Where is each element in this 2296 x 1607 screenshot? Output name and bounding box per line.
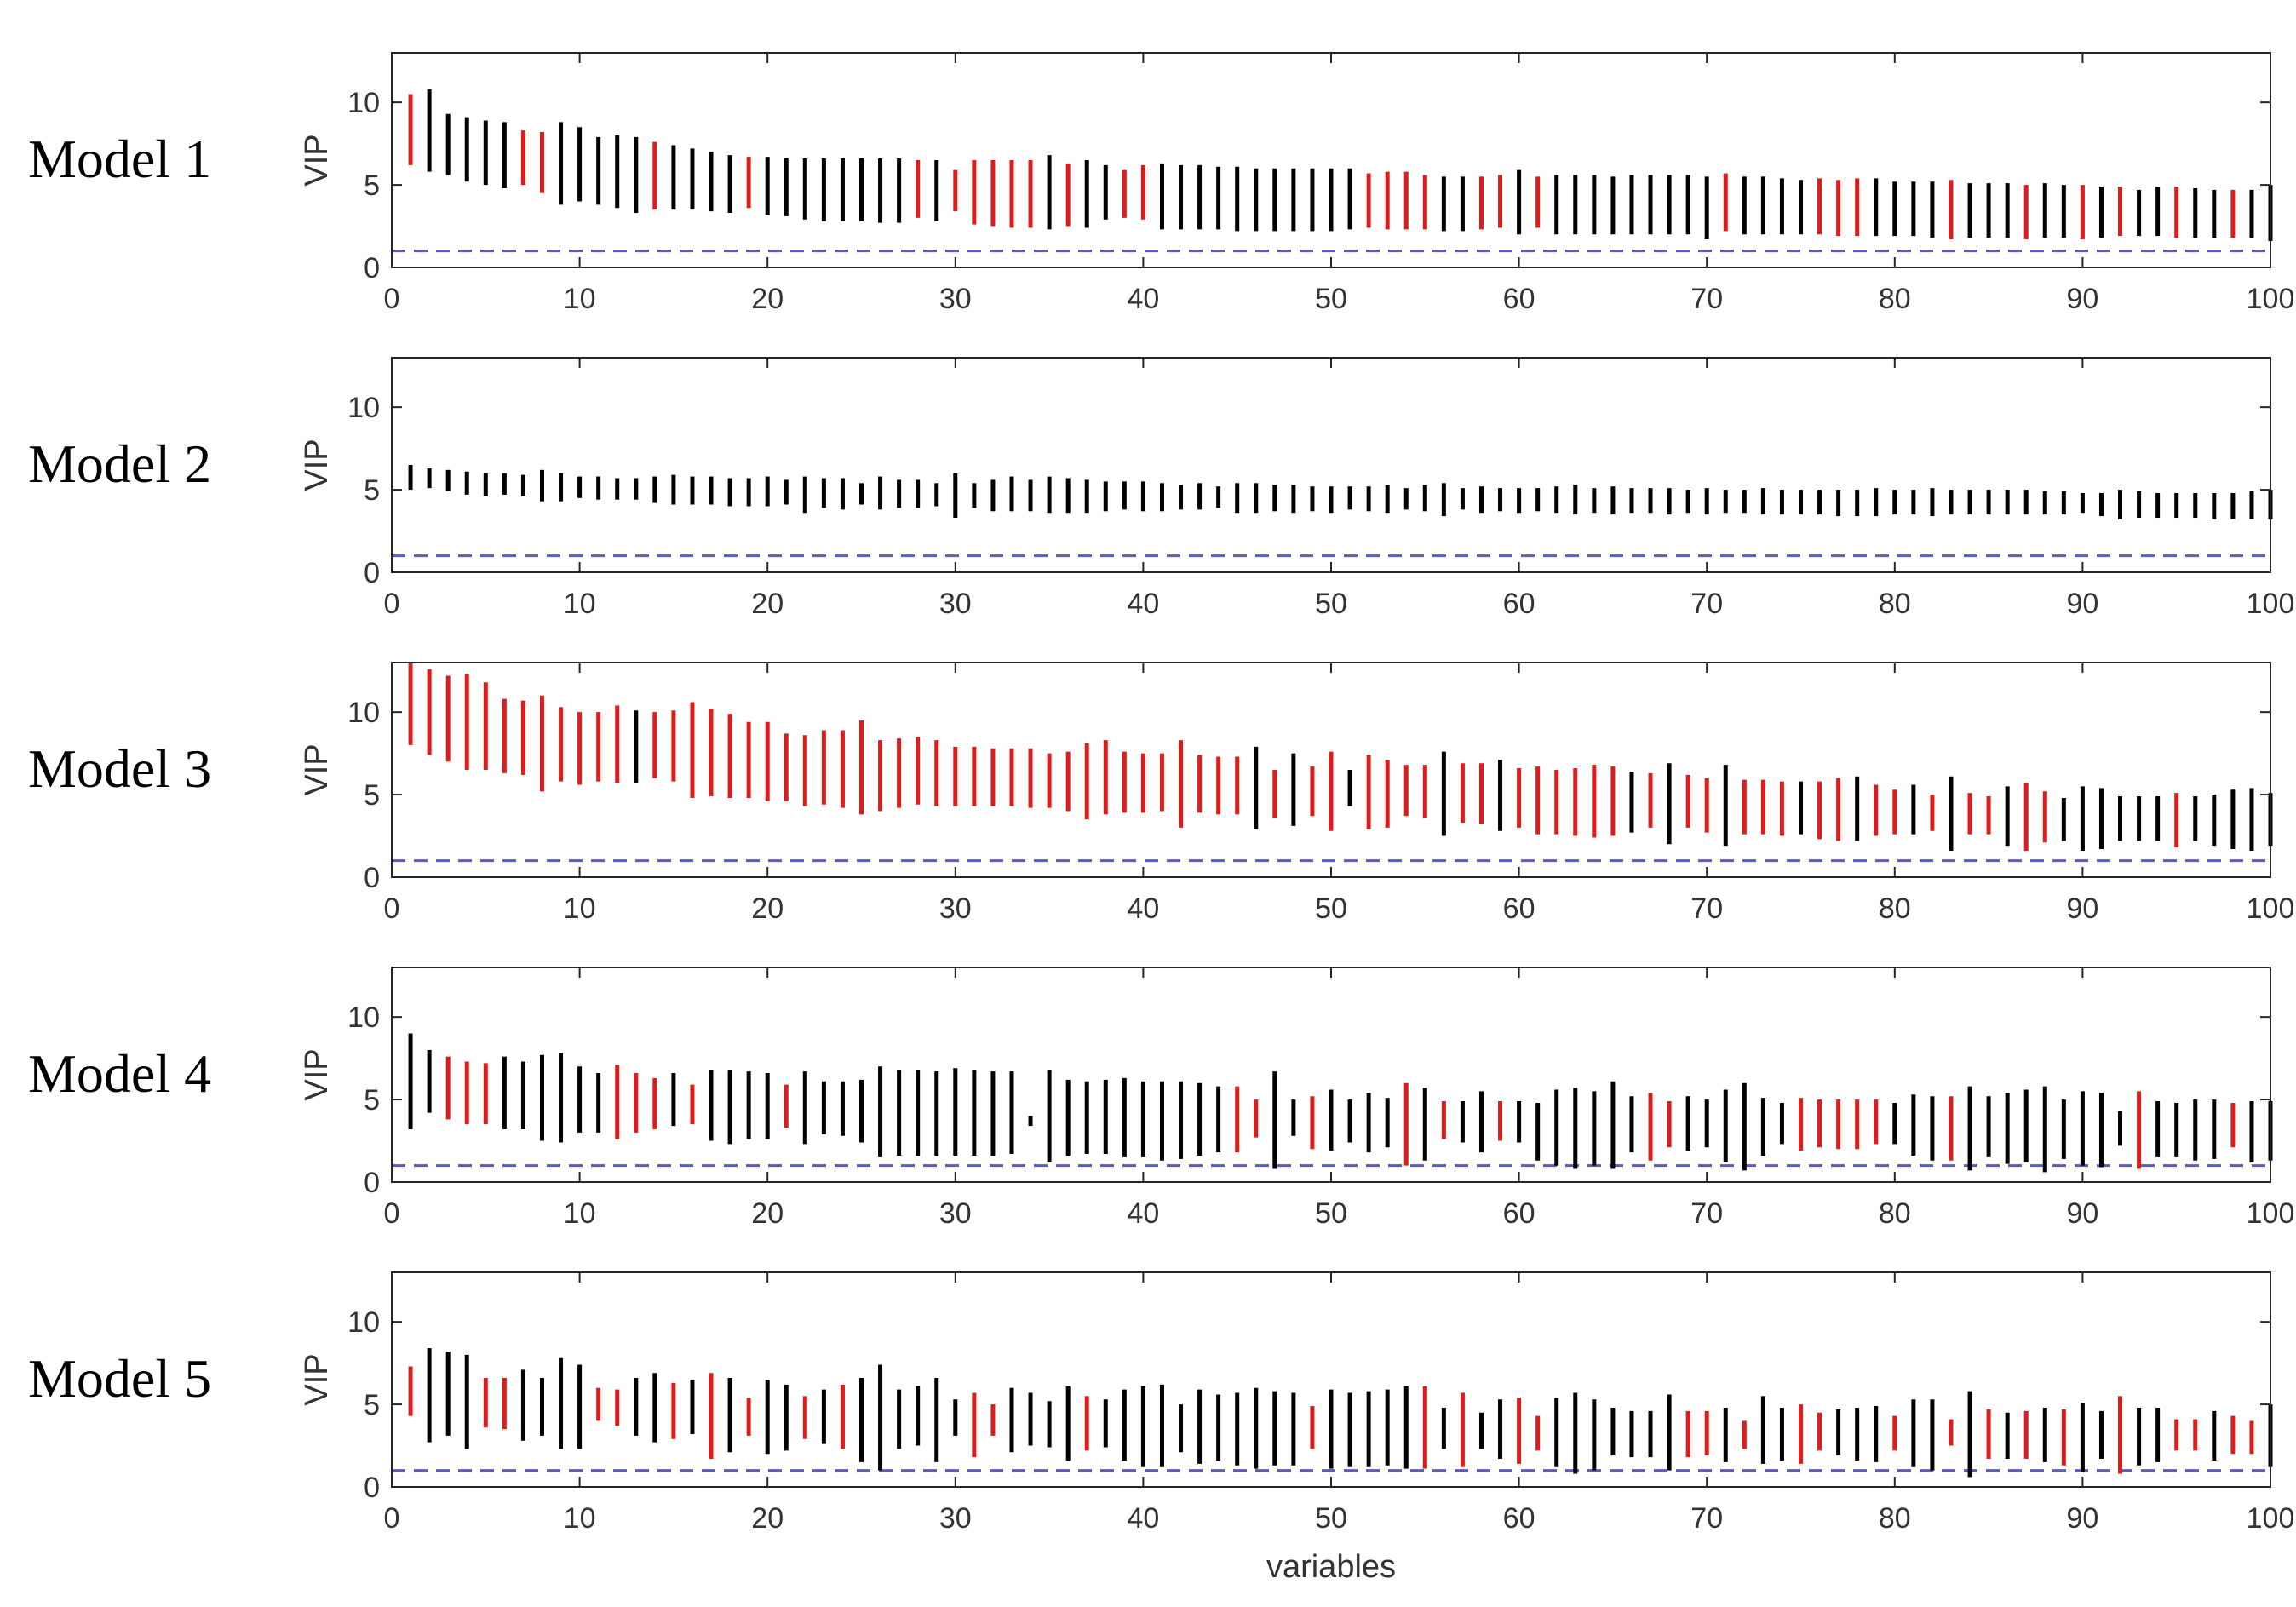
y-axis-label: VIP	[299, 439, 335, 491]
y-tick-label: 5	[364, 169, 380, 202]
x-tick-label: 90	[2066, 1502, 2098, 1535]
x-tick-label: 20	[751, 588, 784, 620]
x-tick-label: 40	[1127, 588, 1159, 620]
x-tick-label: 40	[1127, 892, 1159, 925]
x-tick-label: 50	[1315, 1502, 1347, 1535]
x-tick-label: 0	[384, 1197, 400, 1230]
x-tick-label: 80	[1879, 1197, 1911, 1230]
y-tick-label: 0	[364, 1167, 380, 1199]
x-tick-label: 90	[2066, 892, 2098, 925]
x-tick-label: 40	[1127, 283, 1159, 315]
panel-1: Model 1 VIP 0 10 20 30 40 50 60 70 80 90 100 0 5 10	[28, 52, 2295, 315]
x-tick-label: 20	[751, 892, 784, 925]
x-tick-label: 0	[384, 588, 400, 620]
x-tick-label: 20	[751, 1197, 784, 1230]
x-tick-label: 60	[1503, 283, 1535, 315]
x-tick-label: 40	[1127, 1502, 1159, 1535]
y-axis-label: VIP	[299, 1048, 335, 1100]
x-tick-label: 60	[1503, 892, 1535, 925]
axes-box	[391, 357, 2271, 573]
x-tick-label: 70	[1690, 283, 1723, 315]
x-tick-label: 10	[564, 892, 596, 925]
x-tick-label: 50	[1315, 588, 1347, 620]
x-tick-label: 30	[939, 1502, 972, 1535]
x-tick-label: 0	[384, 892, 400, 925]
x-tick-label: 90	[2066, 1197, 2098, 1230]
x-tick-label: 70	[1690, 892, 1723, 925]
model-label: Model 4	[28, 1043, 211, 1104]
x-tick-label: 80	[1879, 588, 1911, 620]
y-tick-label: 5	[364, 779, 380, 812]
x-tick-label: 100	[2247, 1197, 2295, 1230]
y-axis-label: VIP	[299, 743, 335, 795]
model-label: Model 5	[28, 1348, 211, 1409]
x-tick-label: 80	[1879, 283, 1911, 315]
y-tick-label: 10	[347, 697, 380, 729]
x-tick-label: 0	[384, 1502, 400, 1535]
x-tick-label: 10	[564, 1502, 596, 1535]
x-tick-label: 80	[1879, 1502, 1911, 1535]
y-tick-label: 0	[364, 252, 380, 284]
x-tick-label: 100	[2247, 1502, 2295, 1535]
y-tick-label: 0	[364, 1472, 380, 1504]
x-axis-label: variables	[1266, 1549, 1396, 1585]
model-label: Model 3	[28, 738, 211, 799]
x-tick-label: 10	[564, 283, 596, 315]
x-tick-label: 20	[751, 1502, 784, 1535]
x-tick-label: 10	[564, 1197, 596, 1230]
x-tick-label: 100	[2247, 892, 2295, 925]
y-tick-label: 0	[364, 557, 380, 589]
panel-3: Model 3 VIP 0 10 20 30 40 50 60 70 80 90 100 0 5 10	[28, 662, 2295, 925]
x-tick-label: 100	[2247, 588, 2295, 620]
y-tick-label: 5	[364, 474, 380, 507]
x-tick-label: 30	[939, 588, 972, 620]
x-tick-label: 80	[1879, 892, 1911, 925]
x-tick-label: 50	[1315, 892, 1347, 925]
x-tick-label: 60	[1503, 1197, 1535, 1230]
x-tick-label: 40	[1127, 1197, 1159, 1230]
x-tick-label: 50	[1315, 1197, 1347, 1230]
panel-2: Model 2 VIP 0 10 20 30 40 50 60 70 80 90 100 0 5 10	[28, 357, 2295, 620]
model-label: Model 2	[28, 433, 211, 494]
y-tick-label: 0	[364, 862, 380, 894]
x-tick-label: 30	[939, 283, 972, 315]
x-tick-label: 20	[751, 283, 784, 315]
x-tick-label: 30	[939, 1197, 972, 1230]
y-tick-label: 10	[347, 1306, 380, 1339]
y-tick-label: 5	[364, 1084, 380, 1116]
x-tick-label: 30	[939, 892, 972, 925]
x-tick-label: 70	[1690, 588, 1723, 620]
model-label: Model 1	[28, 129, 211, 189]
x-tick-label: 70	[1690, 1502, 1723, 1535]
y-tick-label: 10	[347, 392, 380, 424]
x-tick-label: 90	[2066, 588, 2098, 620]
x-tick-label: 70	[1690, 1197, 1723, 1230]
x-tick-label: 50	[1315, 283, 1347, 315]
x-tick-label: 90	[2066, 283, 2098, 315]
x-tick-label: 60	[1503, 588, 1535, 620]
panel-5: Model 5 VIP 0 10 20 30 40 50 60 70 80 90 100 0 5 10	[28, 1271, 2295, 1535]
y-tick-label: 10	[347, 1002, 380, 1034]
y-tick-label: 10	[347, 87, 380, 119]
x-tick-label: 0	[384, 283, 400, 315]
x-tick-label: 10	[564, 588, 596, 620]
x-tick-label: 100	[2247, 283, 2295, 315]
y-tick-label: 5	[364, 1389, 380, 1421]
x-tick-label: 60	[1503, 1502, 1535, 1535]
y-axis-label: VIP	[299, 1353, 335, 1405]
y-axis-label: VIP	[299, 134, 335, 186]
panel-4: Model 4 VIP 0 10 20 30 40 50 60 70 80 90 100 0 5 10	[28, 967, 2294, 1230]
